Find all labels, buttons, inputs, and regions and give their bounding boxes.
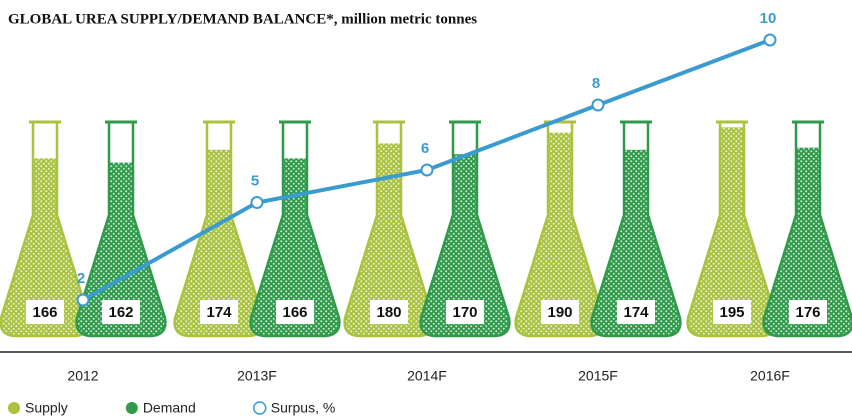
x-tick-label: 2016F <box>750 368 790 384</box>
point-label: 2 <box>77 270 85 287</box>
line-point <box>593 100 604 111</box>
line-point <box>422 165 433 176</box>
x-tick-label: 2014F <box>407 368 447 384</box>
x-tick-label: 2013F <box>237 368 277 384</box>
value-label: 174 <box>623 304 649 321</box>
legend-label: Supply <box>25 400 68 416</box>
value-label: 174 <box>206 304 232 321</box>
value-label: 166 <box>282 304 307 321</box>
point-label: 8 <box>592 75 600 92</box>
chart: GLOBAL UREA SUPPLY/DEMAND BALANCE*, mill… <box>0 0 852 419</box>
value-label: 162 <box>108 304 133 321</box>
x-tick-label: 2012 <box>67 368 98 384</box>
x-tick-label: 2015F <box>578 368 618 384</box>
value-label: 170 <box>452 304 477 321</box>
value-label: 176 <box>795 304 820 321</box>
line-point <box>765 35 776 46</box>
chart-title: GLOBAL UREA SUPPLY/DEMAND BALANCE*, mill… <box>8 11 477 27</box>
legend-label: Demand <box>143 400 196 416</box>
value-label: 195 <box>719 304 744 321</box>
point-label: 10 <box>760 10 777 27</box>
legend-marker <box>126 402 138 414</box>
legend-label: Surpus, % <box>271 400 336 416</box>
point-label: 5 <box>251 172 259 189</box>
line-point <box>252 197 263 208</box>
point-label: 6 <box>421 140 429 157</box>
value-label: 166 <box>32 304 57 321</box>
line-point <box>78 295 89 306</box>
value-label: 180 <box>376 304 401 321</box>
legend-marker <box>8 402 20 414</box>
legend-marker <box>254 402 266 414</box>
value-label: 190 <box>547 304 572 321</box>
